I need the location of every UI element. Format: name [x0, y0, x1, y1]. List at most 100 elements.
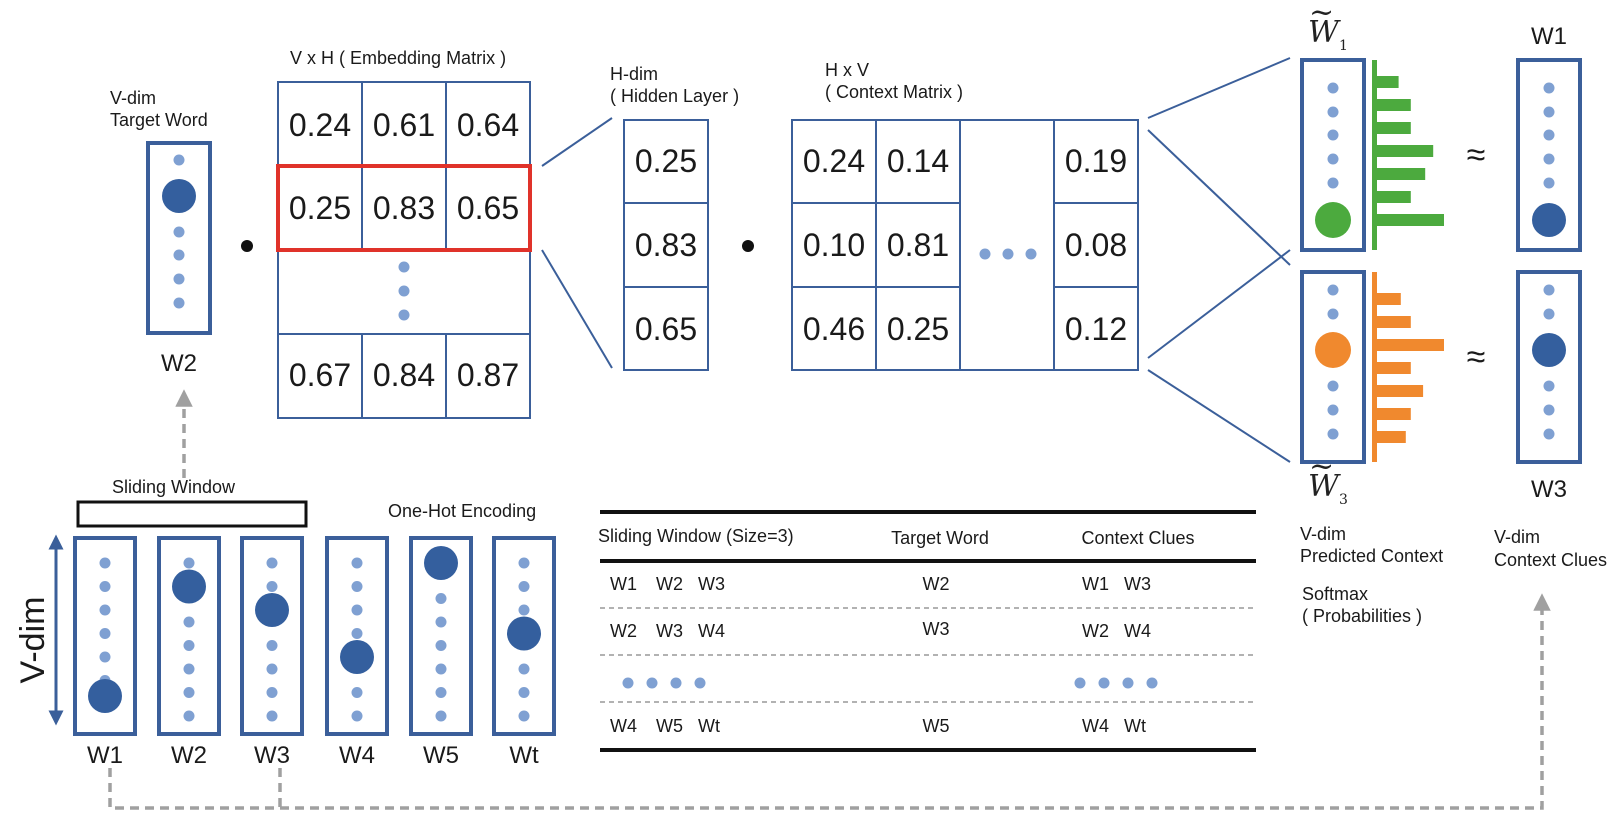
- vector-dot: [173, 226, 185, 238]
- one-hot-dot: [172, 569, 206, 604]
- predicted-w3-vector: [1300, 270, 1366, 464]
- embedding-matrix-title: V x H ( Embedding Matrix ): [290, 48, 506, 68]
- context-clues: W1 W3 V-dim Context Clues: [1494, 23, 1607, 570]
- vector-dot: [1543, 404, 1555, 416]
- vector-dot: [435, 710, 447, 722]
- target-word-label: W2: [161, 350, 197, 377]
- context-cell: 0.10: [803, 227, 865, 263]
- vector-dot: [183, 663, 195, 675]
- vector-dot: [1327, 153, 1339, 165]
- vector-dot: [518, 581, 530, 592]
- probability-bar: [1377, 122, 1411, 134]
- ellipsis-dot: [622, 677, 634, 689]
- embedding-cell: 0.25: [289, 190, 351, 226]
- projection-line: [541, 249, 613, 369]
- ellipsis-dot: [1025, 248, 1037, 260]
- table-cell: Wt: [698, 716, 720, 736]
- target-word-vector: [146, 141, 212, 335]
- predicted-max-dot: [1315, 202, 1351, 238]
- probability-bar: [1377, 408, 1411, 420]
- vector-dot: [1543, 129, 1555, 141]
- table-cell: W5: [656, 716, 683, 736]
- table-cell: W5: [923, 716, 950, 736]
- orange-histogram-axis: [1372, 272, 1377, 462]
- ellipsis-dot: [646, 677, 658, 689]
- vector-dot: [1543, 153, 1555, 165]
- context-matrix-title: ( Context Matrix ): [825, 82, 963, 102]
- vector-dot: [435, 663, 447, 675]
- predicted-w1-subscript: 1: [1339, 38, 1348, 54]
- one-hot-dot: [255, 593, 289, 627]
- embedding-cell: 0.61: [373, 107, 435, 143]
- table-cell: Wt: [1124, 716, 1146, 736]
- approx-symbol: ≈: [1467, 338, 1486, 376]
- one-hot-encoding-label: One-Hot Encoding: [388, 501, 536, 521]
- probability-bar: [1377, 431, 1406, 443]
- vector-dot: [1543, 308, 1555, 320]
- clue-w1-label: W1: [1531, 23, 1567, 50]
- green-histogram-axis: [1372, 60, 1377, 250]
- hidden-cell: 0.25: [635, 143, 697, 179]
- one-hot-vector: [240, 536, 304, 736]
- vector-dot: [266, 581, 278, 592]
- vector-dot: [173, 154, 185, 166]
- one-hot-word-label: Wt: [509, 742, 539, 769]
- predicted-dim-label: V-dim: [1300, 524, 1346, 544]
- table-header-window: Sliding Window (Size=3): [598, 526, 794, 546]
- predicted-w1-symbol: W: [1308, 15, 1341, 50]
- context-cell: 0.24: [803, 143, 865, 179]
- context-cell: 0.12: [1065, 311, 1127, 347]
- clue-w1-vector: [1516, 58, 1582, 252]
- one-hot-section: Sliding Window One-Hot Encoding V-dim W1…: [14, 477, 556, 769]
- embedding-cell: 0.24: [289, 107, 351, 143]
- ellipsis-dot: [670, 677, 682, 689]
- vector-dot: [351, 628, 363, 639]
- vector-dot: [435, 616, 447, 628]
- tilde-glyph: ~: [1309, 0, 1334, 30]
- vector-dot: [266, 687, 278, 698]
- embedding-cell: 0.65: [457, 190, 519, 226]
- context-cell: 0.25: [887, 311, 949, 347]
- vector-dot: [183, 616, 195, 628]
- table-cell: W2: [1082, 621, 1109, 641]
- table-cell: W1: [610, 574, 637, 594]
- predicted-w3-subscript: 3: [1339, 492, 1348, 508]
- one-hot-word-label: W5: [423, 742, 459, 769]
- sliding-window-bracket: [76, 500, 308, 528]
- one-hot-vector: [492, 536, 556, 736]
- vector-dot: [518, 710, 530, 722]
- clues-dim-label: V-dim: [1494, 527, 1540, 547]
- selected-row-highlight: [276, 164, 532, 252]
- probability-bar: [1377, 339, 1444, 351]
- one-hot-vector: [409, 536, 473, 736]
- table-header-target: Target Word: [891, 528, 989, 548]
- vector-dot: [435, 593, 447, 604]
- probability-bar: [1377, 191, 1411, 203]
- vector-dot: [266, 663, 278, 675]
- clue-w3-vector: [1516, 270, 1582, 464]
- hidden-cell: 0.83: [635, 227, 697, 263]
- context-cell: 0.14: [887, 143, 949, 179]
- vector-dot: [1327, 428, 1339, 440]
- one-hot-vectors: W1 W2 W3 W4 W5 Wt: [73, 536, 556, 769]
- ellipsis-dot: [1122, 677, 1134, 689]
- vector-dot: [1543, 428, 1555, 440]
- orange-probability-bars: [1377, 293, 1444, 443]
- ellipsis-dot: [398, 261, 410, 273]
- approx-symbol: ≈: [1467, 136, 1486, 174]
- vector-dot: [351, 604, 363, 616]
- vector-dot: [351, 710, 363, 722]
- vector-dot: [183, 640, 195, 651]
- context-matrix-dim-label: H x V: [825, 60, 869, 80]
- embedding-cell: 0.83: [373, 190, 435, 226]
- one-hot-dot: [1532, 333, 1566, 367]
- target-word-section: V-dim Target Word W2: [110, 88, 212, 377]
- vector-dot: [266, 557, 278, 569]
- probability-bar: [1377, 168, 1426, 180]
- ellipsis-dot: [694, 677, 706, 689]
- green-probability-bars: [1377, 76, 1444, 226]
- softmax-label: Softmax: [1302, 584, 1368, 604]
- dot-product-symbol: [742, 240, 754, 252]
- one-hot-vector: [325, 536, 389, 736]
